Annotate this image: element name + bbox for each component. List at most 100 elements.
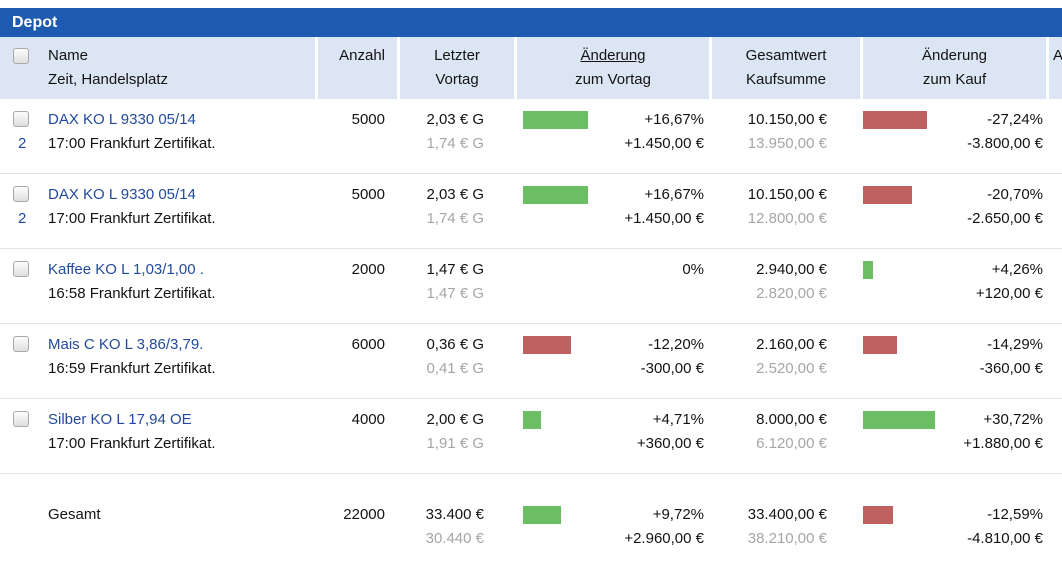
row-checkbox[interactable] <box>13 411 29 427</box>
position-name-link[interactable]: DAX KO L 9330 05/14 <box>48 186 196 203</box>
position-name-link[interactable]: Silber KO L 17,94 OE <box>48 411 192 428</box>
quantity: 5000 <box>351 186 385 203</box>
change-prev-amount: -300,00 € <box>640 360 704 377</box>
change-buy-pct: -14,29% <box>987 336 1043 353</box>
column-header-change-buy: Änderung zum Kauf <box>860 37 1046 99</box>
prev-close-price: 1,74 € G <box>426 210 484 227</box>
time-venue: 16:59 Frankfurt Zertifikat. <box>48 360 216 377</box>
change-prev-bar <box>523 336 571 354</box>
table-body: 2 DAX KO L 9330 05/14 17:00 Frankfurt Ze… <box>0 99 1062 474</box>
time-venue: 17:00 Frankfurt Zertifikat. <box>48 210 216 227</box>
row-checkbox[interactable] <box>13 111 29 127</box>
purchase-sum: 13.950,00 € <box>747 135 827 152</box>
change-buy-amount: -360,00 € <box>979 360 1043 377</box>
column-header-change-prev: Änderung zum Vortag <box>514 37 709 99</box>
sort-link-change-prev[interactable]: Änderung <box>580 47 646 64</box>
row-checkbox[interactable] <box>13 336 29 352</box>
totals-prev-value: 30.440 € <box>425 530 484 547</box>
time-venue: 16:58 Frankfurt Zertifikat. <box>48 285 216 302</box>
prev-close-price: 1,74 € G <box>426 135 484 152</box>
column-header-gesamtwert: Gesamtwert Kaufsumme <box>709 37 860 99</box>
prev-close-price: 0,41 € G <box>426 360 484 377</box>
order-count-link[interactable] <box>0 432 48 456</box>
table-row: Silber KO L 17,94 OE 17:00 Frankfurt Zer… <box>0 399 1062 474</box>
prev-close-price: 1,47 € G <box>426 285 484 302</box>
change-buy-bar <box>863 261 873 279</box>
change-buy-amount: +1.880,00 € <box>963 435 1043 452</box>
totals-quantity: 22000 <box>343 506 385 523</box>
total-value: 2.940,00 € <box>756 261 827 278</box>
last-price: 2,03 € G <box>426 111 484 128</box>
change-buy-amount: -3.800,00 € <box>967 135 1043 152</box>
column-header-partial: A <box>1046 37 1062 99</box>
change-prev-amount: +1.450,00 € <box>624 210 704 227</box>
column-header-anzahl: Anzahl <box>315 37 397 99</box>
column-header-name-line1: Name <box>48 47 89 64</box>
quantity: 4000 <box>351 411 385 428</box>
column-header-letzter: Letzter Vortag <box>397 37 514 99</box>
position-name-link[interactable]: Mais C KO L 3,86/3,79. <box>48 336 204 353</box>
purchase-sum: 6.120,00 € <box>756 435 827 452</box>
total-value: 8.000,00 € <box>756 411 827 428</box>
position-name-link[interactable]: Kaffee KO L 1,03/1,00 . <box>48 261 204 278</box>
change-prev-pct: 0% <box>682 261 704 278</box>
totals-label: Gesamt <box>48 506 101 523</box>
row-checkbox[interactable] <box>13 261 29 277</box>
change-buy-bar <box>863 336 897 354</box>
change-buy-bar <box>863 111 927 129</box>
change-buy-bar <box>863 411 935 429</box>
page-title: Depot <box>0 8 1062 37</box>
quantity: 6000 <box>351 336 385 353</box>
change-prev-amount <box>514 282 704 306</box>
total-value: 10.150,00 € <box>747 111 827 128</box>
totals-change-buy-pct: -12,59% <box>987 506 1043 523</box>
change-buy-pct: -20,70% <box>987 186 1043 203</box>
change-buy-bar <box>863 186 912 204</box>
total-value: 2.160,00 € <box>756 336 827 353</box>
table-row: Mais C KO L 3,86/3,79. 16:59 Frankfurt Z… <box>0 324 1062 399</box>
change-buy-pct: -27,24% <box>987 111 1043 128</box>
change-prev-bar <box>523 186 588 204</box>
order-count-link[interactable]: 2 <box>18 210 27 227</box>
change-prev-bar <box>523 111 588 129</box>
change-buy-amount: -2.650,00 € <box>967 210 1043 227</box>
table-row: 2 DAX KO L 9330 05/14 17:00 Frankfurt Ze… <box>0 99 1062 174</box>
column-header-name: Name Zeit, Handelsplatz <box>0 37 315 99</box>
last-price: 2,00 € G <box>426 411 484 428</box>
totals-last-value: 33.400 € <box>425 506 484 523</box>
row-checkbox[interactable] <box>13 186 29 202</box>
change-prev-amount: +360,00 € <box>636 435 704 452</box>
order-count-link[interactable] <box>0 357 48 381</box>
select-all-checkbox[interactable] <box>13 48 29 64</box>
last-price: 2,03 € G <box>426 186 484 203</box>
purchase-sum: 2.520,00 € <box>756 360 827 377</box>
quantity: 5000 <box>351 111 385 128</box>
totals-row: Gesamt 22000 33.400 € 30.440 € +9,72% +2… <box>0 500 1062 566</box>
change-prev-amount: +1.450,00 € <box>624 135 704 152</box>
last-price: 1,47 € G <box>426 261 484 278</box>
purchase-sum: 2.820,00 € <box>756 285 827 302</box>
totals-change-buy-bar <box>863 506 893 524</box>
order-count-link[interactable]: 2 <box>18 135 27 152</box>
totals-change-prev-pct: +9,72% <box>652 506 704 523</box>
time-venue: 17:00 Frankfurt Zertifikat. <box>48 135 216 152</box>
order-count-link[interactable] <box>0 282 48 306</box>
purchase-sum: 12.800,00 € <box>747 210 827 227</box>
totals-change-prev-bar <box>523 506 561 524</box>
change-prev-pct: +16,67% <box>644 186 704 203</box>
table-header: Name Zeit, Handelsplatz Anzahl Letzter V… <box>0 37 1062 99</box>
last-price: 0,36 € G <box>426 336 484 353</box>
totals-purchase-sum: 38.210,00 € <box>747 530 827 547</box>
change-prev-pct: +16,67% <box>644 111 704 128</box>
table-row: 2 DAX KO L 9330 05/14 17:00 Frankfurt Ze… <box>0 174 1062 249</box>
change-prev-pct: +4,71% <box>652 411 704 428</box>
totals-change-prev-amount: +2.960,00 € <box>624 530 704 547</box>
quantity: 2000 <box>351 261 385 278</box>
position-name-link[interactable]: DAX KO L 9330 05/14 <box>48 111 196 128</box>
totals-total-value: 33.400,00 € <box>747 506 827 523</box>
change-prev-pct: -12,20% <box>648 336 704 353</box>
totals-change-buy-amount: -4.810,00 € <box>967 530 1043 547</box>
column-header-name-line2: Zeit, Handelsplatz <box>48 71 169 88</box>
time-venue: 17:00 Frankfurt Zertifikat. <box>48 435 216 452</box>
change-prev-bar <box>523 411 541 429</box>
